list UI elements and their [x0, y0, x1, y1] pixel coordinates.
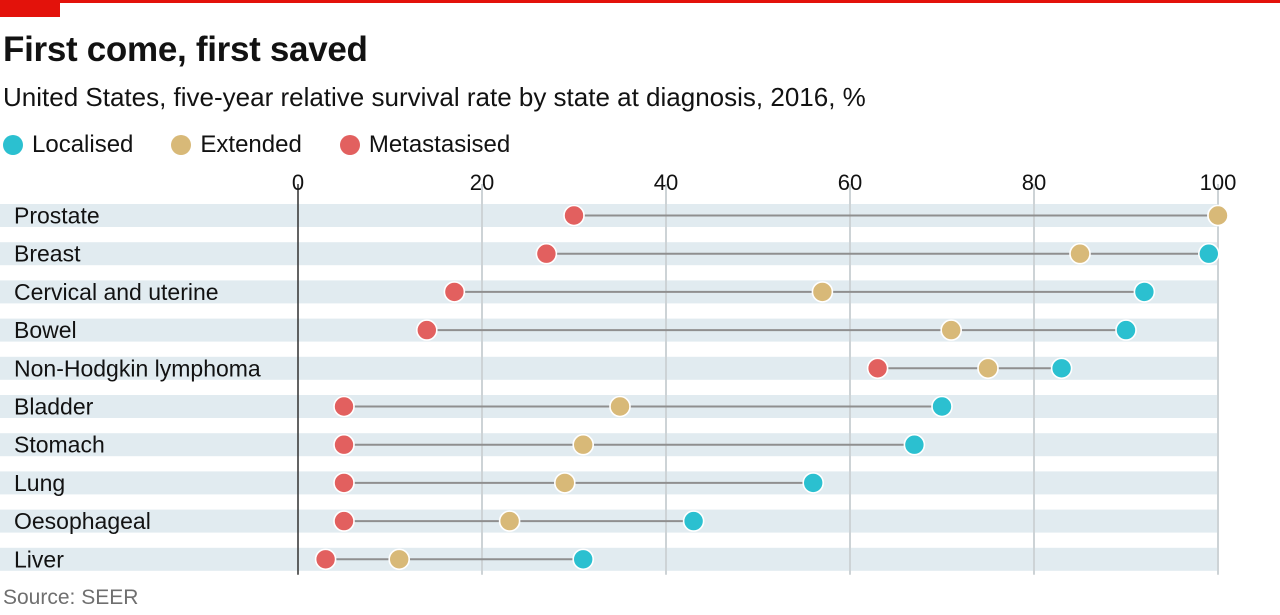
x-tick-label: 20: [470, 170, 494, 195]
category-label: Breast: [14, 241, 81, 267]
dot-metastasised: [333, 395, 355, 418]
legend-dot-localised: [3, 135, 23, 155]
x-tick-label: 60: [838, 170, 862, 195]
dot-metastasised: [333, 510, 355, 532]
row-band: [0, 547, 1218, 571]
dot-extended: [1207, 204, 1229, 227]
category-label: Bowel: [14, 317, 77, 343]
legend-item-metastasised: Metastasised: [339, 131, 511, 159]
dot-localised: [931, 395, 953, 418]
x-tick-label: 40: [654, 170, 678, 195]
top-accent-rule: [0, 0, 1280, 3]
legend-label-metastasised: Metastasised: [368, 131, 511, 158]
source-note: Source: SEER: [3, 586, 139, 609]
dot-localised: [903, 433, 926, 456]
row-band: [0, 356, 1218, 380]
legend-dot-extended: [171, 135, 192, 155]
dot-extended: [609, 395, 631, 418]
category-label: Cervical and uterine: [14, 279, 219, 305]
dot-localised: [802, 472, 825, 494]
dot-metastasised: [563, 204, 585, 227]
dot-metastasised: [443, 281, 466, 303]
legend-label-localised: Localised: [32, 131, 134, 158]
x-tick-label: 80: [1022, 170, 1046, 195]
category-label: Liver: [14, 546, 64, 572]
category-label: Prostate: [14, 203, 100, 229]
legend-item-localised: Localised: [3, 131, 133, 159]
dot-range-chart: 0 20 40 60 80 100 Prostate Breast Cervical and u…: [0, 170, 1237, 575]
dot-extended: [388, 548, 411, 571]
dot-metastasised: [415, 319, 438, 341]
dot-extended: [498, 510, 521, 532]
dot-localised: [572, 548, 595, 571]
dot-metastasised: [866, 357, 889, 380]
category-label: Non-Hodgkin lymphoma: [14, 355, 261, 381]
legend-dot-metastasised: [339, 135, 360, 155]
category-label: Oesophageal: [14, 508, 151, 534]
dot-localised: [1050, 357, 1073, 380]
x-tick-label: 0: [292, 170, 304, 195]
top-accent-tag: [0, 0, 60, 17]
dot-metastasised: [333, 433, 355, 456]
category-label: Stomach: [14, 432, 105, 458]
dot-extended: [1069, 242, 1091, 265]
dot-metastasised: [535, 242, 558, 265]
dot-localised: [1198, 242, 1220, 265]
category-label: Bladder: [14, 394, 94, 420]
chart-title: First come, first saved: [3, 30, 368, 69]
x-tick-label: 100: [1200, 170, 1237, 195]
dot-extended: [572, 433, 595, 456]
dot-extended: [553, 472, 576, 494]
dot-localised: [682, 510, 705, 532]
dot-extended: [940, 319, 963, 341]
chart-legend: Localised Extended Metastasised: [3, 130, 548, 160]
dot-extended: [811, 281, 834, 303]
dot-localised: [1133, 281, 1156, 303]
dot-localised: [1115, 319, 1137, 341]
legend-item-extended: Extended: [171, 131, 302, 159]
legend-label-extended: Extended: [200, 131, 302, 158]
category-label: Lung: [14, 470, 65, 496]
chart-subtitle: United States, five-year relative surviv…: [3, 82, 866, 112]
dot-extended: [977, 357, 999, 380]
dot-metastasised: [333, 472, 355, 494]
dot-metastasised: [314, 548, 337, 571]
